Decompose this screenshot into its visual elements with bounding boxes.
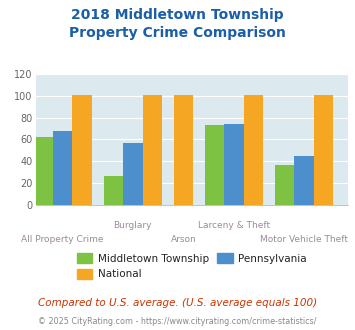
Bar bbox=[275, 166, 294, 205]
Bar bbox=[224, 124, 244, 205]
Bar bbox=[294, 156, 314, 205]
Text: Larceny & Theft: Larceny & Theft bbox=[198, 221, 270, 230]
Text: All Property Crime: All Property Crime bbox=[22, 235, 104, 244]
Bar bbox=[314, 95, 333, 205]
Legend: Middletown Township, National, Pennsylvania: Middletown Township, National, Pennsylva… bbox=[73, 249, 311, 283]
Bar bbox=[174, 95, 193, 205]
Text: Burglary: Burglary bbox=[114, 221, 152, 230]
Bar bbox=[104, 176, 123, 205]
Text: © 2025 CityRating.com - https://www.cityrating.com/crime-statistics/: © 2025 CityRating.com - https://www.city… bbox=[38, 317, 317, 326]
Bar bbox=[34, 137, 53, 205]
Text: Arson: Arson bbox=[170, 235, 196, 244]
Bar bbox=[244, 95, 263, 205]
Text: 2018 Middletown Township
Property Crime Comparison: 2018 Middletown Township Property Crime … bbox=[69, 8, 286, 40]
Bar bbox=[205, 125, 224, 205]
Bar bbox=[72, 95, 92, 205]
Text: Compared to U.S. average. (U.S. average equals 100): Compared to U.S. average. (U.S. average … bbox=[38, 298, 317, 308]
Bar bbox=[123, 143, 143, 205]
Bar bbox=[53, 131, 72, 205]
Bar bbox=[143, 95, 162, 205]
Text: Motor Vehicle Theft: Motor Vehicle Theft bbox=[260, 235, 348, 244]
